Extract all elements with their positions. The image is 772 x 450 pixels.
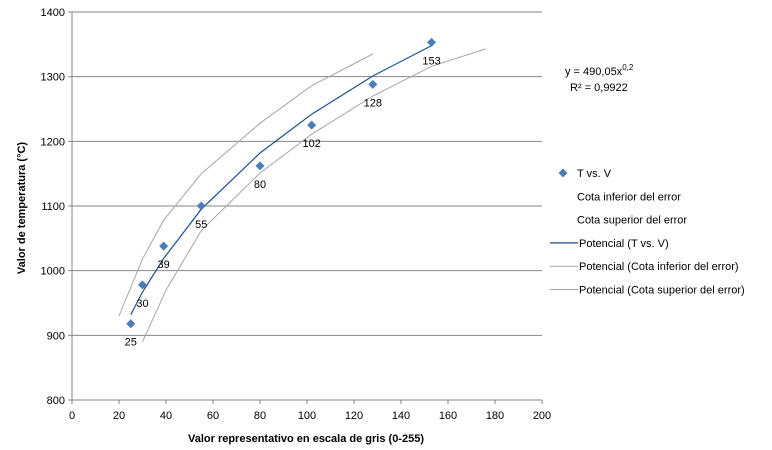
legend-marker bbox=[558, 168, 568, 178]
data-label: 25 bbox=[125, 337, 137, 349]
data-label: 153 bbox=[422, 55, 440, 67]
x-tick-label: 200 bbox=[533, 410, 551, 422]
axes bbox=[68, 11, 543, 404]
data-point bbox=[159, 241, 169, 251]
x-tick-label: 20 bbox=[113, 410, 125, 422]
y-tick-label: 1100 bbox=[41, 201, 65, 213]
y-tick-label: 1200 bbox=[41, 136, 65, 148]
error-bound-line bbox=[118, 53, 374, 317]
data-label: 39 bbox=[158, 259, 170, 271]
data-label: 55 bbox=[195, 219, 207, 231]
x-tick-label: 100 bbox=[298, 410, 316, 422]
legend-label: Cota inferior del error bbox=[577, 191, 681, 203]
y-tick-label: 1300 bbox=[41, 72, 65, 84]
tick-labels: 800 900 1000 1100 1200 1300 1400 0 20 40 60 80 100 12… bbox=[41, 7, 552, 422]
gridlines bbox=[72, 11, 542, 336]
y-tick-label: 1000 bbox=[41, 266, 65, 278]
data-label: 128 bbox=[364, 97, 382, 109]
data-point bbox=[255, 161, 265, 171]
legend-label: Potencial (T vs. V) bbox=[579, 238, 669, 250]
equation-exponent: 0,2 bbox=[622, 63, 634, 72]
data-point bbox=[196, 201, 206, 211]
data-label: 102 bbox=[303, 138, 321, 150]
y-tick-label: 1400 bbox=[41, 7, 65, 19]
x-tick-label: 60 bbox=[207, 410, 219, 422]
data-point bbox=[307, 120, 317, 130]
x-tick-label: 140 bbox=[392, 410, 410, 422]
y-tick-label: 900 bbox=[47, 330, 65, 342]
data-point bbox=[138, 280, 147, 290]
data-label: 30 bbox=[136, 298, 148, 310]
x-tick-label: 160 bbox=[439, 410, 457, 422]
equation-text: y = 490,05x0,2 bbox=[565, 63, 634, 78]
r-squared-text: R² = 0,9922 bbox=[570, 82, 628, 94]
legend-label: Potencial (Cota superior del error) bbox=[579, 285, 745, 297]
equation-base: y = 490,05x bbox=[565, 66, 623, 78]
x-tick-label: 80 bbox=[254, 410, 266, 422]
data-label: 80 bbox=[254, 179, 266, 191]
data-points bbox=[126, 37, 437, 329]
y-tick-label: 800 bbox=[47, 395, 65, 407]
x-tick-label: 180 bbox=[486, 410, 504, 422]
x-tick-label: 40 bbox=[160, 410, 172, 422]
y-axis-title: Valor de temperatura (°C) bbox=[16, 142, 28, 274]
legend-label: T vs. V bbox=[577, 168, 612, 180]
trend-equation: y = 490,05x0,2 R² = 0,9922 bbox=[565, 63, 634, 94]
x-tick-label: 120 bbox=[345, 410, 363, 422]
trend-line bbox=[130, 45, 432, 315]
x-axis-title: Valor representativo en escala de gris (… bbox=[188, 433, 424, 445]
legend-label: Potencial (Cota inferior del error) bbox=[579, 261, 739, 273]
data-point bbox=[368, 79, 378, 89]
data-point bbox=[427, 37, 437, 47]
error-bound-line bbox=[142, 48, 486, 343]
error-bound-curves bbox=[118, 48, 486, 343]
point-labels: 25 30 39 55 80 102 128 153 bbox=[125, 55, 441, 348]
legend-label: Cota superior del error bbox=[577, 215, 687, 227]
trendline bbox=[130, 45, 432, 315]
legend: T vs. V Cota inferior del error Cota super… bbox=[550, 168, 745, 297]
data-point bbox=[126, 319, 136, 329]
x-tick-label: 0 bbox=[69, 410, 75, 422]
